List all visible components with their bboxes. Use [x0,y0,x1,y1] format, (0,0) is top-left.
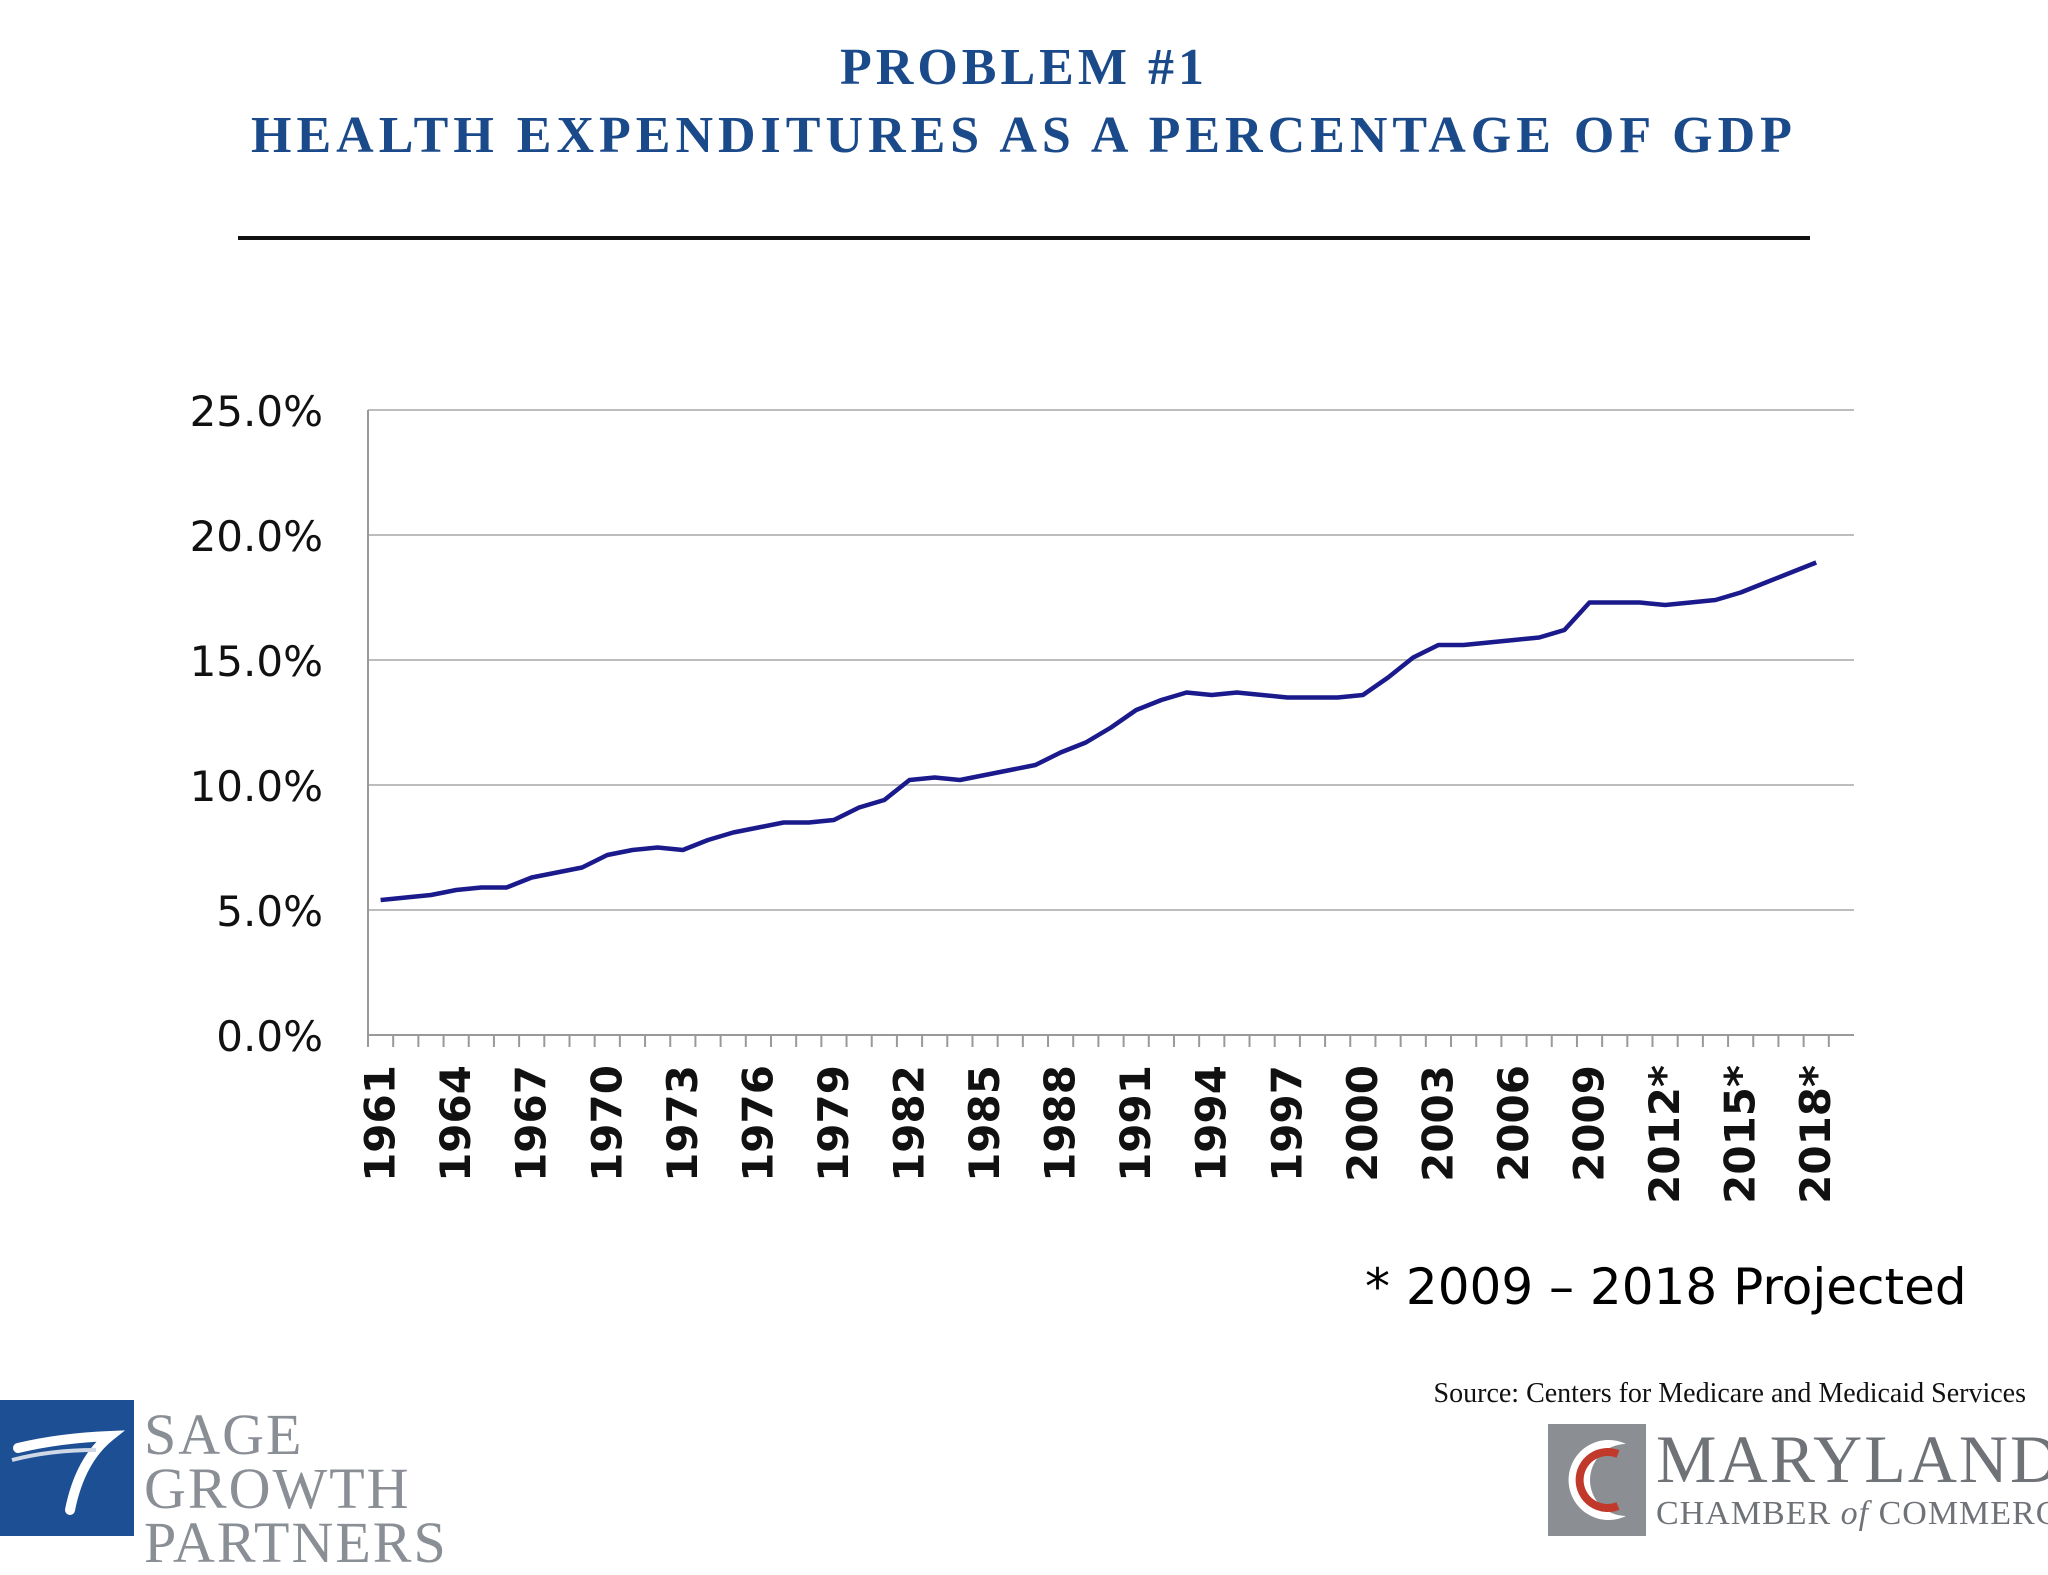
title-divider [238,236,1810,240]
sage-logo-line2: PARTNERS [144,1510,448,1575]
sage-growth-logo: SAGE GROWTH PARTNERS [0,1400,560,1572]
x-tick-label: 1985 [960,1065,1009,1182]
line-chart: 0.0%5.0%10.0%15.0%20.0%25.0% 1961 1964 196… [190,387,1854,1204]
x-tick-label: 2012* [1640,1065,1689,1204]
seven-swoosh-icon [11,1430,126,1515]
y-tick-label: 25.0% [190,387,323,436]
x-tick-labels: 1961 1964 1967 1970 1973 1976 1979 1982 1985 1988… [356,1065,1841,1204]
x-tick-label: 1979 [809,1065,858,1182]
x-tick-label: 2006 [1489,1065,1538,1182]
page-subtitle: HEALTH EXPENDITURES AS A PERCENTAGE OF G… [251,107,1797,164]
y-tick-label: 20.0% [190,512,323,561]
x-tick-label: 2003 [1413,1065,1462,1182]
y-tick-label: 0.0% [216,1012,323,1061]
x-tick-label: 1991 [1111,1065,1160,1182]
x-tick-label: 2000 [1338,1065,1387,1182]
page-title: PROBLEM #1 [840,39,1208,96]
maryland-logo-line1: MARYLAND [1656,1421,2048,1497]
x-tick-label: 1973 [658,1065,707,1182]
x-tick-label: 1964 [431,1065,480,1182]
x-tick-label: 1997 [1262,1065,1311,1182]
x-tick-label: 1982 [885,1065,934,1182]
source-note: Source: Centers for Medicare and Medicai… [1433,1378,2026,1409]
x-tick-label: 1994 [1187,1065,1236,1182]
crescent-icon [1568,1440,1626,1520]
projection-footnote: * 2009 – 2018 Projected [1365,1258,1967,1316]
chart-gridlines [368,409,1854,911]
x-tick-label: 1961 [356,1065,405,1182]
x-tick-label: 1967 [507,1065,556,1182]
x-tick-label: 2009 [1565,1065,1614,1182]
x-tick-label: 1976 [733,1065,782,1182]
y-tick-label: 10.0% [190,762,323,811]
maryland-chamber-logo: MARYLAND CHAMBER of COMMERCE [1548,1424,2048,1536]
x-tick-label: 2015* [1716,1065,1765,1204]
y-tick-labels: 0.0% 5.0% 10.0% 15.0% 20.0% 25.0% [190,387,323,1061]
sage-logo-text: SAGE GROWTH PARTNERS [144,1402,560,1575]
chart-axes [367,410,1854,1047]
series-line [380,560,1818,903]
x-tick-label: 1988 [1036,1065,1085,1182]
y-tick-label: 15.0% [190,637,323,686]
maryland-logo-line2: CHAMBER of COMMERCE [1656,1496,2048,1532]
maryland-logo-of: of [1840,1495,1870,1532]
x-tick-label: 1970 [582,1065,631,1182]
x-tick-label: 2018* [1791,1065,1840,1204]
y-tick-label: 5.0% [216,887,323,936]
maryland-logo-chamber: CHAMBER [1656,1495,1841,1532]
maryland-logo-mark [1548,1424,1646,1536]
sage-logo-line1: SAGE GROWTH [144,1402,411,1521]
sage-logo-mark [0,1400,134,1536]
maryland-logo-commerce: COMMERCE [1878,1495,2048,1532]
